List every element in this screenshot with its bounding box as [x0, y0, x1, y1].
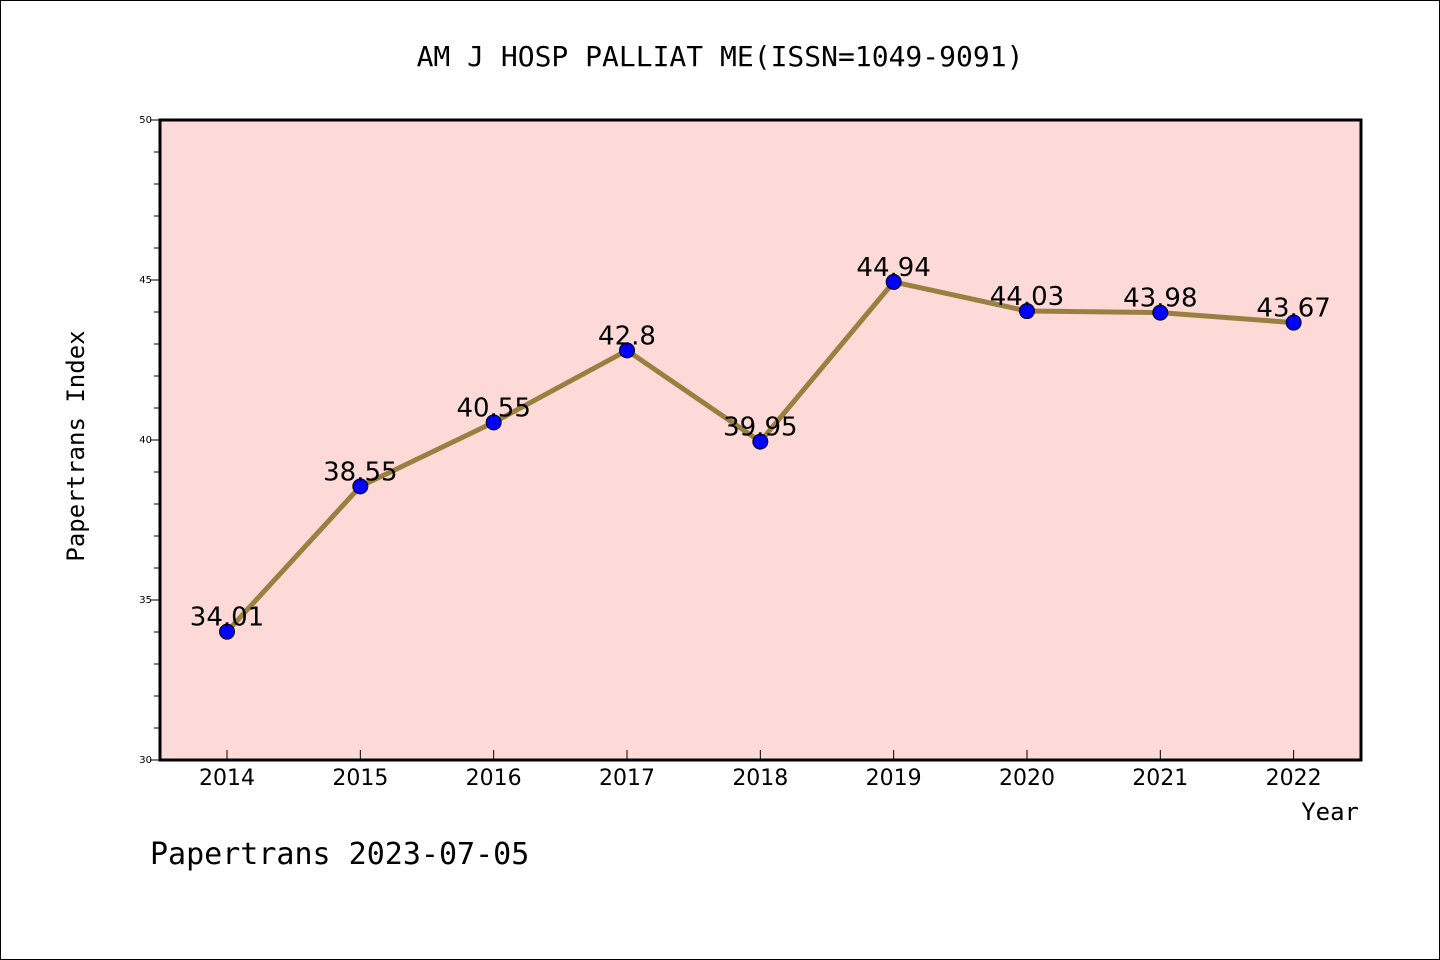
data-point: [219, 623, 235, 640]
data-label: 34.01: [190, 603, 264, 633]
y-tick-label: 40: [139, 435, 152, 446]
data-point: [618, 342, 635, 359]
x-tick-label: 2021: [1132, 766, 1188, 791]
data-label: 39.95: [723, 413, 797, 443]
data-label: 43.67: [1256, 294, 1330, 324]
data-point: [485, 414, 502, 431]
x-axis-label: Year: [1301, 798, 1359, 826]
y-tick-label: 35: [139, 595, 152, 606]
data-label: 44.03: [990, 282, 1064, 312]
data-point: [752, 433, 769, 450]
y-axis: 30 35 40 45 50: [139, 115, 160, 766]
y-tick-label: 50: [139, 115, 152, 126]
data-label: 38.55: [323, 457, 397, 487]
x-tick-label: 2019: [866, 766, 922, 791]
data-label: 43.98: [1123, 284, 1197, 314]
x-tick-label: 2018: [732, 766, 788, 791]
x-axis: 2014 2015 2016 2017 2018 2019 2020 2021 2022: [199, 750, 1322, 791]
x-tick-label: 2017: [599, 766, 655, 791]
x-tick-label: 2022: [1266, 766, 1322, 791]
x-tick-label: 2014: [199, 766, 255, 791]
chart-title: AM J HOSP PALLIAT ME(ISSN=1049-9091): [417, 40, 1024, 73]
data-point: [1285, 314, 1302, 331]
x-tick-label: 2016: [466, 766, 522, 791]
data-label: 44.94: [856, 253, 930, 283]
y-axis-label: Papertrans Index: [62, 330, 90, 561]
y-tick-label: 45: [139, 275, 152, 286]
x-tick-label: 2015: [332, 766, 388, 791]
data-point: [885, 273, 902, 290]
series-markers: [219, 273, 1302, 640]
y-tick-label: 30: [139, 755, 152, 766]
data-label: 40.55: [456, 393, 530, 423]
x-tick-label: 2020: [999, 766, 1055, 791]
data-point: [352, 478, 369, 495]
data-label: 42.8: [598, 321, 656, 351]
footer-text: Papertrans 2023-07-05: [150, 837, 529, 872]
data-labels: 34.01 38.55 40.55 42.8 39.95 44.94 44.03 43.98 4…: [190, 253, 1331, 633]
data-point: [1152, 304, 1169, 321]
data-point: [1018, 303, 1035, 320]
